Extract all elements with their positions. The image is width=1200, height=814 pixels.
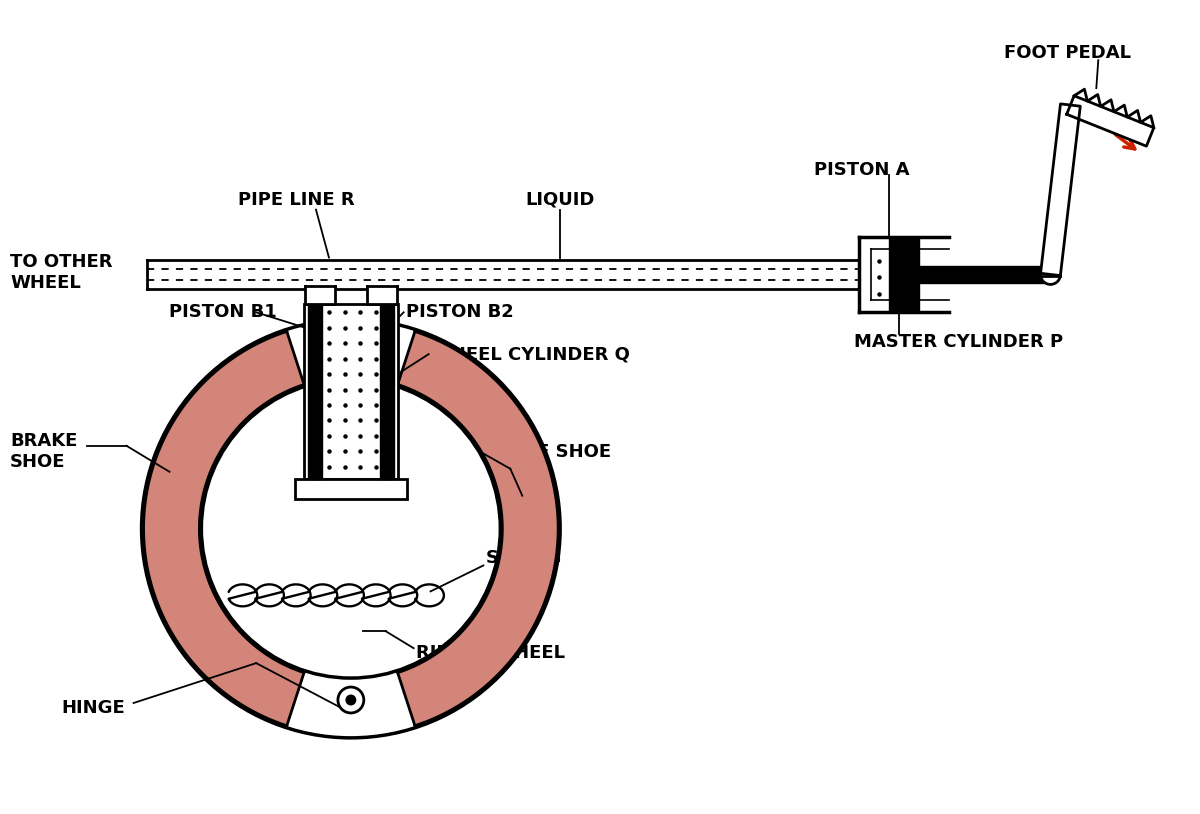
- Polygon shape: [397, 331, 558, 726]
- Text: PISTON B2: PISTON B2: [406, 304, 514, 322]
- Text: SPRING: SPRING: [485, 549, 562, 567]
- Bar: [295, 479, 407, 499]
- Bar: [379, 304, 394, 479]
- Text: PISTON A: PISTON A: [815, 161, 910, 179]
- Bar: [305, 287, 335, 304]
- Bar: [919, 266, 1050, 283]
- Bar: [889, 238, 919, 311]
- Bar: [304, 304, 397, 479]
- Polygon shape: [144, 331, 304, 726]
- Circle shape: [338, 687, 364, 713]
- Bar: [367, 287, 397, 304]
- Polygon shape: [1067, 96, 1154, 147]
- Text: WHEEL CYLINDER Q: WHEEL CYLINDER Q: [431, 345, 630, 363]
- Text: BRAKE SHOE: BRAKE SHOE: [482, 443, 612, 461]
- Circle shape: [346, 694, 356, 706]
- Circle shape: [1040, 265, 1061, 284]
- Text: FOOT PEDAL: FOOT PEDAL: [1003, 44, 1130, 62]
- Text: PISTON B1: PISTON B1: [169, 304, 277, 322]
- Text: BRAKE
SHOE: BRAKE SHOE: [10, 432, 77, 471]
- Text: MASTER CYLINDER P: MASTER CYLINDER P: [854, 333, 1063, 351]
- Text: LIQUID: LIQUID: [526, 190, 595, 208]
- Bar: [308, 304, 322, 479]
- Text: TO OTHER
WHEEL: TO OTHER WHEEL: [10, 253, 113, 292]
- Circle shape: [142, 319, 560, 737]
- Polygon shape: [1040, 104, 1080, 276]
- Text: HINGE: HINGE: [62, 699, 126, 717]
- Text: RIM OF WHEEL: RIM OF WHEEL: [415, 644, 565, 662]
- Text: PIPE LINE R: PIPE LINE R: [238, 190, 354, 208]
